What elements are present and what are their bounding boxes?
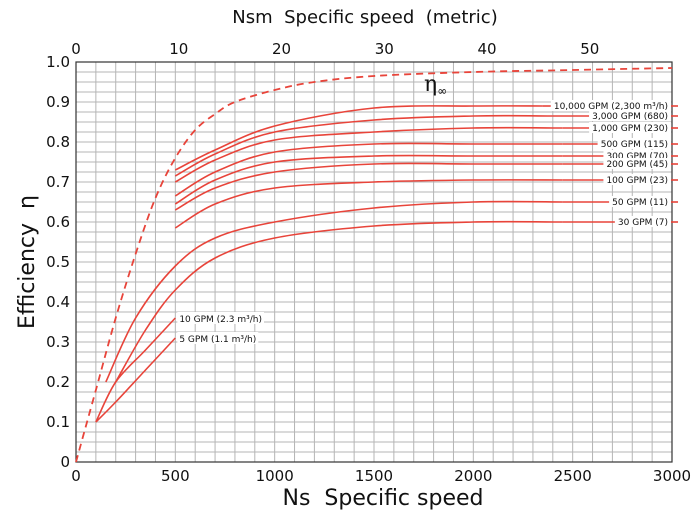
series-label: 10,000 GPM (2,300 m³/h): [554, 102, 668, 112]
x2-tick-label: 0: [71, 40, 81, 58]
x2-tick-label: 40: [477, 40, 496, 58]
y-tick-label: 0.5: [46, 253, 70, 271]
series-line: [95, 317, 176, 423]
series-label: 300 GPM (70): [606, 152, 668, 162]
series-line: [174, 142, 563, 197]
series-line: [95, 337, 176, 423]
x2-tick-label: 10: [169, 40, 188, 58]
y-tick-label: 0.4: [46, 293, 70, 311]
y-tick-label: 0.6: [46, 213, 70, 231]
series-label-bg: [603, 158, 671, 169]
series-label-bg: [177, 332, 259, 344]
y-tick-label: 0.2: [46, 373, 70, 391]
series-label: 30 GPM (7): [618, 218, 668, 228]
x-tick-label: 3000: [653, 467, 691, 485]
series-line: [174, 126, 563, 183]
series-label-bg: [614, 216, 671, 227]
x2-axis-title: Nsm Specific speed (metric): [232, 7, 497, 28]
x-tick-label: 1500: [355, 467, 393, 485]
x-tick-label: 2500: [554, 467, 592, 485]
series-line: [115, 220, 563, 383]
x-tick-label: 2000: [454, 467, 492, 485]
series-label-bg: [177, 312, 264, 324]
y-axis-title: Efficiency η: [15, 195, 40, 329]
eta-infinity-label: η∞: [424, 72, 447, 98]
x-tick-label: 500: [161, 467, 190, 485]
series-label-bg: [603, 174, 671, 185]
x2-tick-label: 20: [272, 40, 291, 58]
x-tick-label: 1000: [256, 467, 294, 485]
series-line: [105, 200, 563, 383]
series-line: [174, 162, 563, 211]
series-label: 3,000 GPM (680): [592, 112, 668, 122]
series-line: [174, 154, 563, 205]
plot-frame: [75, 61, 673, 463]
series-label: 1,000 GPM (230): [592, 124, 668, 134]
y-tick-label: 0.1: [46, 413, 70, 431]
y-tick-label: 0.3: [46, 333, 70, 351]
series-line: [174, 179, 563, 229]
x-axis-title: Ns Specific speed: [283, 486, 484, 511]
series-line: [174, 105, 543, 171]
series-label: 500 GPM (115): [601, 140, 668, 150]
series-line: [174, 114, 553, 177]
series-label-bg: [609, 196, 671, 207]
y-tick-label: 0.7: [46, 173, 70, 191]
grid: [75, 61, 673, 463]
series-labels: 10,000 GPM (2,300 m³/h)3,000 GPM (680) 1,…: [177, 100, 671, 345]
y-tick-label: 0.9: [46, 93, 70, 111]
y-tick-label: 1.0: [46, 53, 70, 71]
y-tick-label: 0: [60, 453, 70, 471]
x2-tick-label: 30: [375, 40, 394, 58]
series-label-bg: [589, 110, 671, 121]
series-label: 50 GPM (11): [612, 198, 668, 208]
x2-tick-label: 50: [580, 40, 599, 58]
y-tick-label: 0.8: [46, 133, 70, 151]
series-label-bg: [603, 150, 671, 161]
series-label-bg: [589, 122, 671, 133]
series-label-bg: [597, 138, 671, 149]
series-label: 100 GPM (23): [606, 176, 668, 186]
x-tick-label: 0: [71, 467, 81, 485]
series-label-bg: [550, 100, 671, 111]
series-group: [95, 105, 678, 423]
series-label: 5 GPM (1.1 m³/h): [179, 335, 256, 345]
series-label: 200 GPM (45): [606, 160, 668, 170]
series-label: 10 GPM (2.3 m³/h): [179, 315, 262, 325]
